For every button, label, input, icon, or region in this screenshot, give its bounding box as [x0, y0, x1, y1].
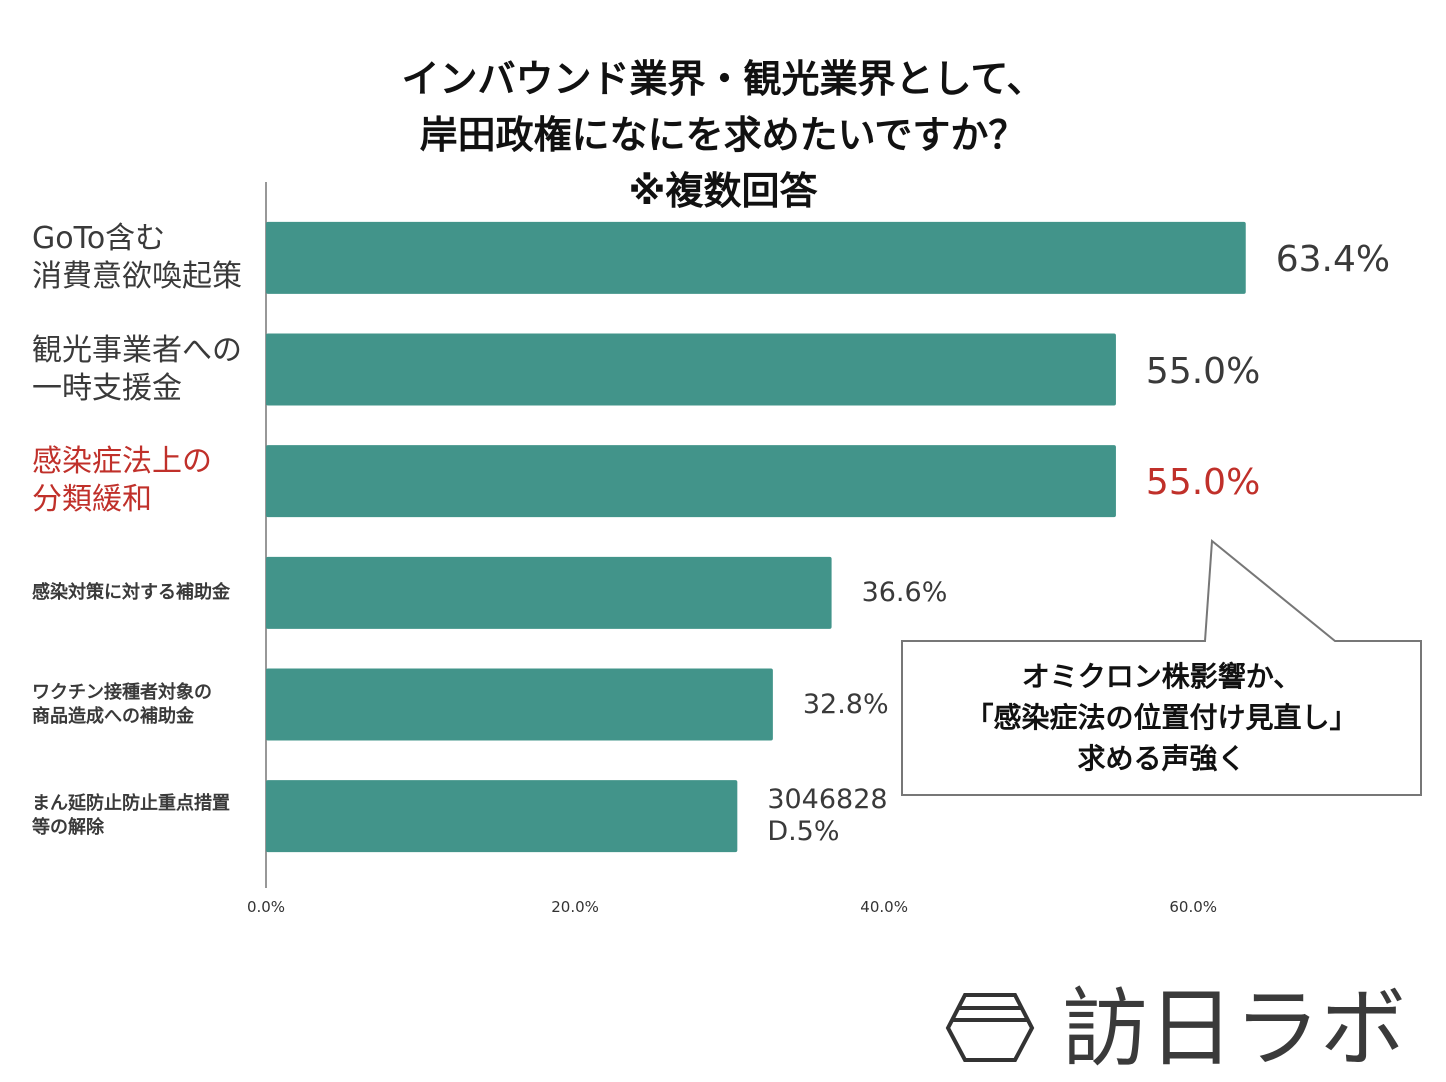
value-label: 32.8% [802, 688, 889, 720]
x-tick-label: 0.0% [247, 898, 285, 916]
logo-icon [945, 993, 1035, 1062]
category-label: 感染対策に対する補助金 [32, 581, 230, 603]
callout-box [901, 539, 1422, 796]
logo-text: 訪日ラボ [1062, 979, 1406, 1079]
value-label: 55.0% [1145, 350, 1261, 392]
bar [266, 445, 1116, 518]
value-label: 55.0% [1145, 462, 1261, 504]
chart-title: インバウンド業界・観光業界として、 [401, 57, 1045, 101]
x-tick-label: 20.0% [551, 898, 599, 916]
category-label: 感染症法上の 分類緩和 [32, 444, 212, 518]
value-label: 3046828 D.5% [767, 784, 888, 848]
bar [266, 333, 1116, 406]
annotation: オミクロン株影響か、 「感染症法の位置付け見直し」 求める声強く [965, 660, 1358, 775]
category-label: まん延防止防止重点措置 等の解除 [32, 793, 230, 839]
value-label: 63.4% [1275, 238, 1391, 280]
x-tick-label: 60.0% [1169, 898, 1217, 916]
bar [266, 556, 832, 629]
category-label: GoTo含む 消費意欲喚起策 [32, 220, 242, 294]
category-label: ワクチン接種者対象の 商品造成への補助金 [32, 681, 212, 727]
category-label: 観光事業者への 一時支援金 [32, 332, 242, 406]
chart-title: 岸田政権になにを求めたいですか？ [419, 113, 1027, 157]
bar [266, 780, 738, 853]
value-label: 36.6% [861, 576, 948, 608]
chart-title: ※複数回答 [628, 169, 818, 213]
bar [266, 221, 1246, 294]
x-tick-label: 40.0% [860, 898, 908, 916]
bar [266, 668, 773, 741]
